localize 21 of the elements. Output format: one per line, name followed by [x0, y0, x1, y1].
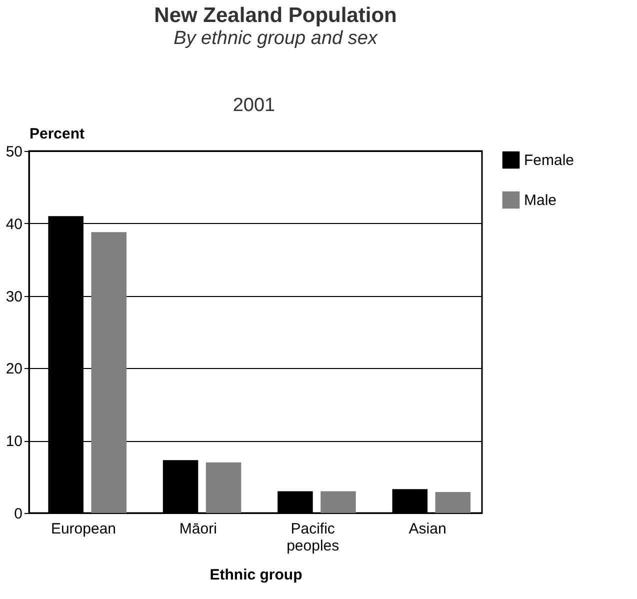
y-tick-label: 30: [6, 288, 22, 306]
x-tick-label: Pacific peoples: [286, 520, 340, 554]
y-axis-title: Percent: [30, 126, 85, 142]
chart-subtitle: By ethnic group and sex: [174, 28, 379, 49]
bar: [91, 232, 126, 513]
x-axis-title: Ethnic group: [210, 566, 302, 584]
text: 2001: [232, 95, 276, 116]
chart-title: New Zealand Population: [154, 4, 397, 27]
bar: [435, 492, 471, 513]
y-tick-label: 50: [6, 144, 22, 160]
legend-label: Female: [524, 152, 574, 169]
y-tick-label: 0: [14, 506, 22, 522]
x-tick-label: European: [50, 520, 116, 538]
legend-label: Male: [524, 192, 557, 209]
y-tick-label: 20: [6, 360, 22, 378]
bar: [206, 462, 242, 513]
x-tick-label: Māori: [179, 520, 217, 538]
x-tick-label: Asian: [408, 520, 446, 538]
y-tick-label: 40: [6, 216, 22, 233]
y-tick-label: 10: [6, 433, 22, 450]
bar: [320, 491, 356, 513]
